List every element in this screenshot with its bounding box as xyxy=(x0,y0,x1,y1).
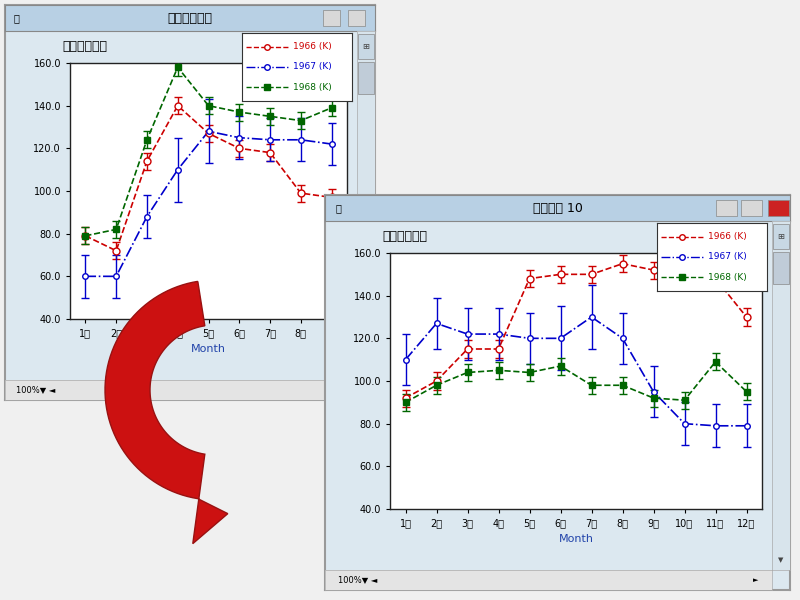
Text: 1966 (K): 1966 (K) xyxy=(293,42,331,51)
FancyBboxPatch shape xyxy=(741,200,762,216)
Text: テンプレート: テンプレート xyxy=(62,40,107,53)
Text: 100%▼ ◄: 100%▼ ◄ xyxy=(338,575,378,584)
FancyBboxPatch shape xyxy=(358,34,374,59)
FancyBboxPatch shape xyxy=(715,200,737,216)
PathPatch shape xyxy=(105,281,228,544)
Text: ⊞: ⊞ xyxy=(778,232,785,241)
Text: 1967 (K): 1967 (K) xyxy=(708,253,746,262)
FancyBboxPatch shape xyxy=(768,200,789,216)
Text: 🗐: 🗐 xyxy=(13,13,19,23)
Text: ▼: ▼ xyxy=(778,557,784,563)
Text: 100%▼ ◄: 100%▼ ◄ xyxy=(15,385,55,395)
FancyBboxPatch shape xyxy=(358,62,374,94)
Text: 🗐: 🗐 xyxy=(336,203,342,213)
FancyBboxPatch shape xyxy=(348,10,365,26)
Text: ►: ► xyxy=(754,577,758,583)
Text: プロット 10: プロット 10 xyxy=(533,202,582,214)
Text: ▼: ▼ xyxy=(363,367,369,373)
FancyBboxPatch shape xyxy=(323,10,340,26)
Text: テンプレート: テンプレート xyxy=(382,230,427,243)
FancyBboxPatch shape xyxy=(773,224,789,249)
Text: テンプレート: テンプレート xyxy=(167,11,213,25)
Text: 1967 (K): 1967 (K) xyxy=(293,62,331,71)
X-axis label: Month: Month xyxy=(558,533,594,544)
Text: 1968 (K): 1968 (K) xyxy=(708,273,746,282)
FancyBboxPatch shape xyxy=(773,253,789,284)
Text: ⊞: ⊞ xyxy=(362,42,370,51)
X-axis label: Month: Month xyxy=(191,344,226,353)
Text: 1968 (K): 1968 (K) xyxy=(293,83,331,92)
Text: 1966 (K): 1966 (K) xyxy=(708,232,746,241)
